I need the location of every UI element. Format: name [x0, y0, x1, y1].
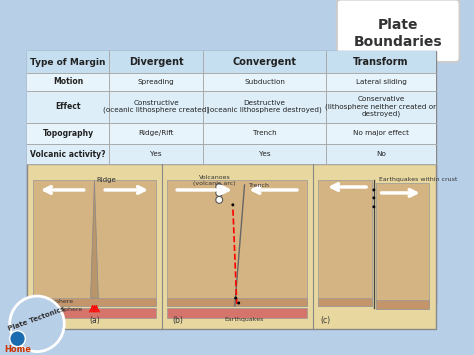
Text: Asthenosphere: Asthenosphere: [36, 307, 83, 312]
Polygon shape: [319, 298, 372, 306]
Text: Volcanic activity?: Volcanic activity?: [30, 150, 106, 159]
Circle shape: [237, 301, 240, 305]
Text: Yes: Yes: [150, 151, 162, 157]
Text: Destructive
(oceanic lithosphere destroyed): Destructive (oceanic lithosphere destroy…: [207, 100, 322, 113]
Text: Convergent: Convergent: [232, 57, 296, 67]
Polygon shape: [33, 298, 156, 306]
Text: Subduction: Subduction: [244, 79, 285, 85]
Circle shape: [216, 196, 223, 203]
Bar: [27, 144, 436, 164]
Bar: [27, 164, 436, 329]
Text: Type of Margin: Type of Margin: [30, 58, 106, 66]
Circle shape: [373, 205, 375, 208]
Text: Ridge/Rift: Ridge/Rift: [138, 130, 174, 136]
Text: Lateral sliding: Lateral sliding: [356, 79, 406, 85]
Polygon shape: [376, 300, 429, 309]
Text: No: No: [376, 151, 386, 157]
Text: Plate Tectonics: Plate Tectonics: [8, 306, 66, 332]
FancyBboxPatch shape: [337, 0, 460, 62]
FancyBboxPatch shape: [27, 51, 436, 304]
Text: (b): (b): [172, 316, 183, 325]
Text: Conservative
(lithosphere neither created or
destroyed): Conservative (lithosphere neither create…: [326, 96, 437, 117]
Text: No major effect: No major effect: [353, 130, 409, 136]
Polygon shape: [167, 298, 307, 306]
Text: Trench: Trench: [249, 183, 270, 188]
Text: Trench: Trench: [253, 130, 276, 136]
Bar: [27, 122, 436, 144]
Text: Constructive
(oceanic lithosphere created): Constructive (oceanic lithosphere create…: [103, 100, 209, 113]
Polygon shape: [33, 308, 156, 318]
Text: Effect: Effect: [55, 102, 81, 111]
Bar: [27, 91, 436, 122]
Text: (a): (a): [89, 316, 100, 325]
Circle shape: [231, 203, 234, 206]
Text: Divergent: Divergent: [129, 57, 183, 67]
Circle shape: [234, 296, 237, 300]
Circle shape: [216, 190, 223, 196]
Text: Spreading: Spreading: [138, 79, 174, 85]
Circle shape: [373, 189, 375, 191]
Bar: [27, 73, 436, 91]
Text: Volcanoes
(volcanic arc): Volcanoes (volcanic arc): [193, 175, 236, 186]
Polygon shape: [167, 308, 307, 318]
Text: Home: Home: [4, 345, 31, 354]
Text: Ridge: Ridge: [96, 177, 116, 183]
Polygon shape: [167, 180, 307, 306]
Polygon shape: [319, 180, 372, 306]
Text: Lithosphere: Lithosphere: [36, 299, 73, 304]
Polygon shape: [91, 180, 98, 298]
Text: Earthquakes within crust: Earthquakes within crust: [379, 177, 457, 182]
Circle shape: [373, 196, 375, 200]
Circle shape: [216, 184, 223, 190]
Text: Yes: Yes: [259, 151, 270, 157]
Bar: [27, 51, 436, 73]
Text: Plate
Boundaries: Plate Boundaries: [354, 18, 443, 49]
Text: Earthquakes: Earthquakes: [225, 317, 264, 322]
Circle shape: [10, 296, 64, 351]
Polygon shape: [33, 180, 156, 306]
Text: Motion: Motion: [53, 77, 83, 86]
Text: Transform: Transform: [353, 57, 409, 67]
Text: (c): (c): [320, 316, 331, 325]
Text: Topography: Topography: [43, 129, 94, 138]
Circle shape: [10, 331, 25, 346]
Polygon shape: [376, 183, 429, 309]
